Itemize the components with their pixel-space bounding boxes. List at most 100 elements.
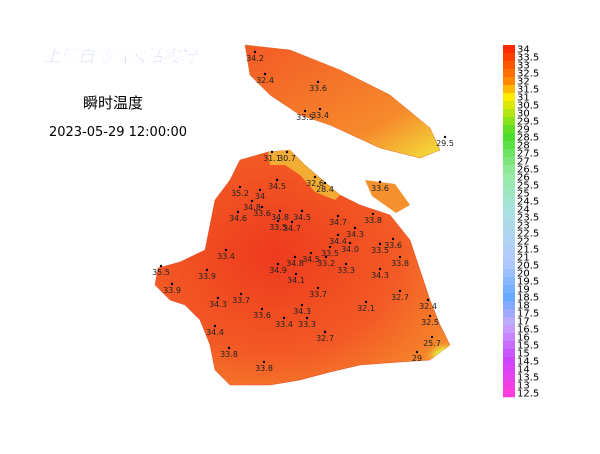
station-label: 34.4 bbox=[329, 237, 347, 246]
station-label: 32.4 bbox=[256, 76, 274, 85]
station-label: 32.1 bbox=[357, 304, 375, 313]
station-label: 33.3 bbox=[298, 320, 316, 329]
station-label: 32.4 bbox=[419, 302, 437, 311]
station-dot bbox=[316, 80, 320, 84]
station-label: 33.5 bbox=[371, 246, 389, 255]
changxing-island bbox=[365, 180, 410, 213]
station-dot bbox=[305, 316, 309, 320]
station-label: 34.4 bbox=[206, 328, 224, 337]
station-dot bbox=[426, 298, 430, 302]
station-dot bbox=[391, 237, 395, 241]
legend-swatch bbox=[503, 221, 515, 230]
legend-label: 13.5 bbox=[517, 373, 539, 384]
legend-swatch bbox=[503, 77, 515, 86]
station-dot bbox=[276, 219, 280, 223]
station-dot bbox=[227, 346, 231, 350]
legend-swatch bbox=[503, 349, 515, 358]
station-dot bbox=[398, 255, 402, 259]
station-dot bbox=[270, 150, 274, 154]
station-label: 34.5 bbox=[293, 213, 311, 222]
station-dot bbox=[324, 255, 328, 259]
legend-swatch bbox=[503, 205, 515, 214]
legend-label: 29 bbox=[517, 125, 530, 136]
station-dot bbox=[378, 267, 382, 271]
legend-swatch bbox=[503, 157, 515, 166]
station-dot bbox=[238, 185, 242, 189]
station-dot bbox=[443, 135, 447, 139]
legend-swatch bbox=[503, 373, 515, 382]
station-label: 33.6 bbox=[384, 241, 402, 250]
legend-swatch bbox=[503, 269, 515, 278]
title: 上海自动气象站实况 bbox=[44, 47, 200, 67]
station-label: 33.5 bbox=[296, 113, 314, 122]
legend-swatch bbox=[503, 237, 515, 246]
legend-label: 28.5 bbox=[517, 133, 539, 144]
station-label: 33.8 bbox=[391, 259, 409, 268]
station-dot bbox=[224, 248, 228, 252]
legend-label: 12.5 bbox=[517, 389, 539, 400]
legend-swatch bbox=[503, 93, 515, 102]
station-label: 33.9 bbox=[198, 272, 216, 281]
timestamp: 2023-05-29 12:00:00 bbox=[49, 125, 187, 140]
stations: 34.232.433.633.533.429.533.631.130.732.6… bbox=[152, 50, 454, 373]
station-dot bbox=[170, 282, 174, 286]
station-label: 32.7 bbox=[316, 334, 334, 343]
legend-label: 26.5 bbox=[517, 165, 539, 176]
station-dot bbox=[275, 178, 279, 182]
station-label: 35.5 bbox=[152, 268, 170, 277]
station-dot bbox=[278, 209, 282, 213]
station-label: 34.3 bbox=[371, 271, 389, 280]
legend-swatch bbox=[503, 325, 515, 334]
legend-swatch bbox=[503, 197, 515, 206]
legend-label: 14 bbox=[517, 365, 530, 376]
legend-swatch bbox=[503, 261, 515, 270]
station-label: 34.7 bbox=[283, 224, 301, 233]
station-label: 33.7 bbox=[309, 290, 327, 299]
legend-swatch bbox=[503, 333, 515, 342]
station-label: 34.5 bbox=[302, 255, 320, 264]
station-dot bbox=[300, 209, 304, 213]
station-label: 33.8 bbox=[255, 364, 273, 373]
station-dot bbox=[328, 245, 332, 249]
station-dot bbox=[313, 175, 317, 179]
legend-label: 23 bbox=[517, 221, 530, 232]
legend-label: 16 bbox=[517, 333, 530, 344]
station-dot bbox=[323, 181, 327, 185]
station-dot bbox=[316, 286, 320, 290]
station-label: 30.7 bbox=[278, 154, 296, 163]
legend-swatch bbox=[503, 213, 515, 222]
chongming-island bbox=[244, 44, 441, 159]
station-dot bbox=[293, 255, 297, 259]
station-dot bbox=[276, 262, 280, 266]
station-label: 34.6 bbox=[229, 214, 247, 223]
legend-label: 33.5 bbox=[517, 53, 539, 64]
station-label: 34.9 bbox=[269, 266, 287, 275]
legend-label: 25 bbox=[517, 189, 530, 200]
legend-label: 20 bbox=[517, 269, 530, 280]
station-label: 34.7 bbox=[329, 218, 347, 227]
legend-swatch bbox=[503, 61, 515, 70]
subtitle: 瞬时温度 bbox=[83, 94, 143, 112]
station-label: 34.8 bbox=[271, 213, 289, 222]
legend-swatch bbox=[503, 69, 515, 78]
station-dot bbox=[364, 300, 368, 304]
station-dot bbox=[205, 268, 209, 272]
station-label: 33.2 bbox=[317, 259, 335, 268]
legend-label: 32 bbox=[517, 77, 530, 88]
legend-swatch bbox=[503, 277, 515, 286]
legend-label: 30 bbox=[517, 109, 530, 120]
legend-swatch bbox=[503, 389, 515, 398]
station-dot bbox=[323, 330, 327, 334]
station-label: 33.4 bbox=[275, 320, 293, 329]
station-label: 33.5 bbox=[321, 249, 339, 258]
station-label: 29.5 bbox=[436, 139, 454, 148]
station-dot bbox=[371, 212, 375, 216]
station-dot bbox=[378, 180, 382, 184]
station-dot bbox=[253, 50, 257, 54]
legend-label: 21 bbox=[517, 253, 530, 264]
station-label: 33.5 bbox=[269, 223, 287, 232]
legend-label: 29.5 bbox=[517, 117, 539, 128]
station-label: 34.3 bbox=[209, 300, 227, 309]
station-label: 34.3 bbox=[293, 307, 311, 316]
north-coast-warm bbox=[268, 150, 340, 200]
